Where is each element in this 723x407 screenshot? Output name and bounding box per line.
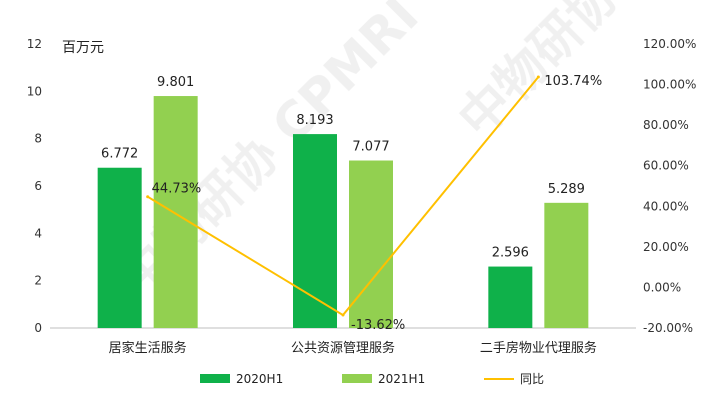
yoy-point	[536, 75, 540, 79]
unit-label: 百万元	[62, 40, 104, 56]
x-category-label: 居家生活服务	[109, 340, 187, 356]
x-category-label: 公共资源管理服务	[291, 340, 395, 356]
y-right-tick-label: 20.00%	[643, 240, 689, 254]
y-left-tick-label: 6	[34, 179, 42, 193]
data-labels: 6.772 9.801 8.193 7.077 2.596 5.289 44.73% -13.…	[101, 74, 602, 333]
bar	[349, 160, 393, 328]
yoy-value-label: -13.62%	[351, 318, 405, 333]
x-category-label: 二手房物业代理服务	[480, 340, 597, 356]
y-right-tick-label: 0.00%	[643, 280, 681, 294]
y-right-tick-label: -20.00%	[643, 321, 693, 335]
y-right-tick-label: 40.00%	[643, 199, 689, 213]
y-left-tick-label: 8	[34, 132, 42, 146]
yoy-line	[146, 75, 540, 317]
bar	[544, 202, 589, 328]
yoy-point	[341, 313, 345, 317]
bar-value-label: 8.193	[296, 113, 333, 128]
legend-label: 2021H1	[378, 372, 425, 386]
legend-swatch	[200, 374, 230, 383]
bars	[97, 96, 589, 328]
bar-value-label: 2.596	[492, 246, 529, 261]
legend: 2020H1 2021H1 同比	[200, 372, 544, 386]
bar	[293, 134, 337, 328]
watermark: 中物研协 CPMRI 中物研协 CPMRI	[107, 0, 723, 308]
y-left-tick-label: 2	[34, 274, 42, 288]
bar	[97, 167, 142, 328]
yoy-point	[146, 195, 150, 199]
bar	[488, 266, 533, 328]
legend-label: 2020H1	[236, 372, 283, 386]
y-right-tick-label: 100.00%	[643, 78, 696, 92]
y-left-tick-label: 0	[34, 321, 42, 335]
legend-swatch	[342, 374, 372, 383]
bar-value-label: 6.772	[101, 147, 138, 162]
y-left-tick-label: 4	[34, 226, 42, 240]
y-right-tick-label: 80.00%	[643, 118, 689, 132]
y-right-tick-label: 120.00%	[643, 37, 696, 51]
bar-value-label: 9.801	[157, 75, 194, 90]
bar-value-label: 5.289	[548, 182, 585, 197]
axes: 0 2 4 6 8 10 12 -20.00% 0.00% 20.00% 40.00% 60.00% 8…	[27, 37, 697, 356]
bar-value-label: 7.077	[352, 140, 389, 155]
legend-label: 同比	[520, 372, 544, 386]
yoy-value-label: 103.74%	[544, 74, 602, 89]
yoy-value-label: 44.73%	[152, 182, 202, 197]
bar	[153, 96, 198, 328]
y-right-tick-label: 60.00%	[643, 159, 689, 173]
y-left-tick-label: 10	[27, 84, 42, 98]
y-left-tick-label: 12	[27, 37, 42, 51]
